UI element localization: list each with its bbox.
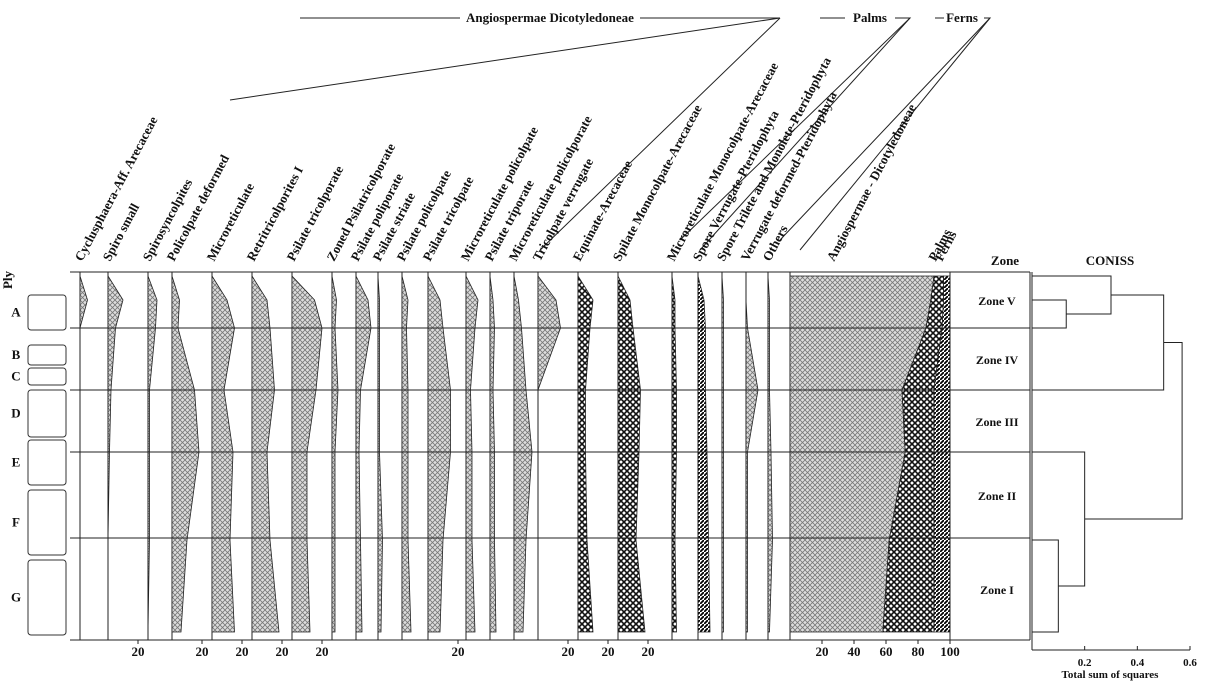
- x-tick-label: 20: [132, 644, 145, 659]
- lithology-box: [27, 439, 67, 486]
- x-tick-label: 20: [316, 644, 329, 659]
- lithology-box: [27, 389, 67, 438]
- zone-label: Zone V: [978, 294, 1016, 308]
- taxon-curve: [767, 275, 773, 633]
- taxon-curve: [251, 274, 280, 633]
- x-tick-label: 20: [642, 644, 655, 659]
- taxon-curve: [465, 275, 479, 633]
- x-tick-label: 100: [940, 644, 960, 659]
- group-leaders: [229, 17, 992, 251]
- taxon-curve: [401, 275, 412, 633]
- dendrogram-link: [1032, 299, 1067, 329]
- summary-label: Angiospermae - Dicotyledoneae: [823, 101, 919, 263]
- taxon-curve: [513, 275, 533, 633]
- x-tick-label: 40: [848, 644, 861, 659]
- lithology-box: [27, 367, 67, 386]
- taxon-curve: [147, 275, 158, 633]
- x-tick-label: 20: [452, 644, 465, 659]
- lithology-label: E: [12, 455, 21, 470]
- taxon-curve: [577, 274, 594, 633]
- taxon-curve: [171, 275, 200, 633]
- x-tick-label: 20: [602, 644, 615, 659]
- taxon-curve: [537, 274, 561, 632]
- lithology-box: [27, 559, 67, 636]
- x-tick-label: 20: [562, 644, 575, 659]
- zone-label: Zone III: [975, 415, 1018, 429]
- zone-label: Zone IV: [976, 353, 1019, 367]
- x-tick-label: 0.6: [1183, 657, 1197, 669]
- x-tick-label: 20: [196, 644, 209, 659]
- taxon-curve: [617, 275, 646, 633]
- coniss-xlabel: Total sum of squares: [1062, 669, 1160, 681]
- taxon-curve: [697, 275, 711, 633]
- dendrogram-link: [1032, 539, 1059, 633]
- lithology-label: C: [11, 369, 20, 384]
- summary-area: [933, 275, 951, 633]
- taxon-curve: [355, 275, 372, 633]
- lithology-box: [27, 344, 67, 366]
- taxon-curve: [377, 275, 383, 633]
- lithology-box: [27, 489, 67, 556]
- taxon-curve: [107, 274, 124, 632]
- group-label: Palms: [853, 10, 887, 25]
- taxon-curve: [721, 275, 724, 633]
- taxon-curve: [745, 276, 759, 633]
- taxon-curve: [291, 274, 323, 633]
- x-tick-label: 60: [880, 644, 893, 659]
- lithology-label: A: [11, 305, 21, 320]
- dendrogram-link: [1032, 275, 1112, 315]
- x-tick-label: 0.4: [1130, 657, 1144, 669]
- x-tick-label: 80: [912, 644, 925, 659]
- lithology-box: [27, 294, 67, 331]
- lithology-label: D: [11, 406, 20, 421]
- ply-label: Ply: [0, 270, 15, 289]
- taxon-curve: [211, 274, 235, 633]
- taxon-curve: [427, 275, 451, 633]
- taxon-curve: [489, 275, 497, 633]
- x-tick-label: 20: [816, 644, 829, 659]
- lithology-label: F: [12, 515, 20, 530]
- zone-label: Zone II: [978, 489, 1017, 503]
- group-label: Ferns: [946, 10, 978, 25]
- x-tick-label: 20: [276, 644, 289, 659]
- lithology-label: G: [11, 590, 21, 605]
- x-tick-label: 0.2: [1078, 657, 1092, 669]
- coniss-title: CONISS: [1086, 253, 1134, 268]
- x-tick-label: 20: [236, 644, 249, 659]
- dendrogram-link: [1084, 342, 1183, 520]
- group-label: Angiospermae Dicotyledoneae: [466, 10, 634, 25]
- taxon-curve: [331, 275, 339, 633]
- zone-label: Zone I: [980, 583, 1014, 597]
- lithology-label: B: [12, 347, 21, 362]
- taxon-curve: [79, 275, 88, 632]
- dendrogram-link: [1032, 294, 1165, 391]
- taxon-curve: [671, 275, 677, 633]
- zone-header: Zone: [991, 253, 1019, 268]
